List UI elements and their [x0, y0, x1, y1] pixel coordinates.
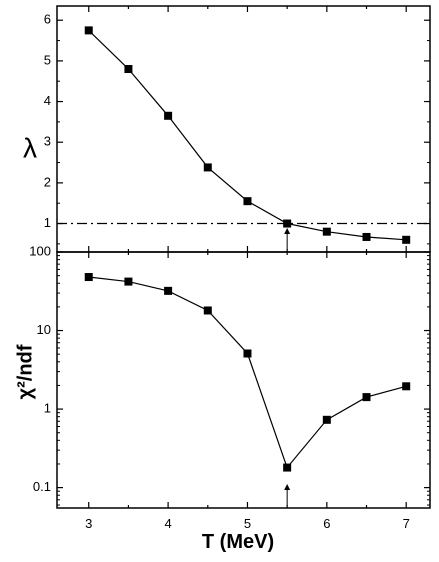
top-y-tick-label: 6: [44, 12, 51, 27]
bottom-data-point: [164, 286, 173, 295]
bottom-x-tick-label: 4: [164, 516, 171, 531]
top-y-tick-label: 2: [44, 174, 51, 189]
bottom-panel: 0.1 1 10 100 3 4 5 6 7: [29, 243, 430, 531]
top-y-tick-label: 5: [44, 52, 51, 67]
bottom-data-point: [124, 277, 133, 286]
bottom-x-tick-label: 7: [403, 516, 410, 531]
top-y-tick-label: 4: [44, 93, 51, 108]
plot-frames: [56, 5, 431, 509]
top-y-axis-label: λ: [23, 132, 37, 163]
bottom-data-point: [362, 393, 371, 402]
top-series-line: [88, 29, 407, 241]
bottom-data-point: [84, 273, 93, 282]
top-data-point: [124, 65, 133, 74]
top-data-point: [402, 235, 411, 244]
bottom-y-axis-label: χ²/ndf: [14, 344, 36, 399]
bottom-data-point: [322, 415, 331, 424]
top-data-point: [203, 163, 212, 172]
bottom-y-tick-label: 100: [29, 243, 51, 258]
bottom-x-tick-label: 5: [244, 516, 251, 531]
bottom-y-tick-label: 1: [44, 401, 51, 416]
top-y-tick-label: 3: [44, 134, 51, 149]
top-y-tick-label: 1: [44, 215, 51, 230]
bottom-x-tick-label: 6: [323, 516, 330, 531]
top-data-point: [362, 232, 371, 241]
top-data-point: [243, 197, 252, 206]
top-panel: 1 2 3 4 5 6: [44, 6, 430, 252]
top-data-point: [322, 227, 331, 236]
top-plot-frame: [56, 5, 431, 253]
bottom-arrow-head: [284, 484, 291, 490]
bottom-data-point: [203, 306, 212, 315]
top-data-point: [84, 26, 93, 35]
top-data-point: [164, 111, 173, 120]
bottom-data-point: [243, 349, 252, 358]
bottom-plot-frame: [56, 251, 431, 509]
top-arrow-head: [284, 228, 291, 234]
bottom-y-tick-label: 10: [37, 322, 51, 337]
bottom-x-tick-label: 3: [85, 516, 92, 531]
bottom-y-tick-label: 0.1: [33, 479, 51, 494]
bottom-data-point: [402, 382, 411, 391]
top-data-point: [283, 219, 292, 228]
bottom-series-line: [88, 276, 407, 469]
bottom-data-point: [283, 463, 292, 472]
x-axis-label: T (MeV): [202, 531, 274, 553]
